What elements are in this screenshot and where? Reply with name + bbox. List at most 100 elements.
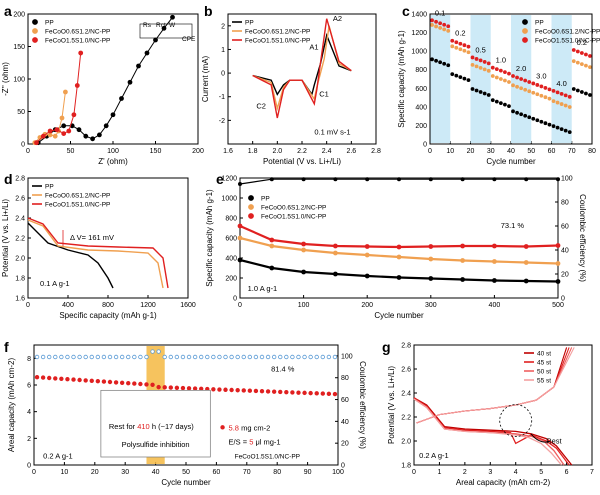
data-point — [575, 60, 580, 65]
data-point — [119, 380, 125, 385]
data-point — [65, 377, 70, 382]
y-tick-label: 1400 — [411, 12, 427, 19]
x-axis-label: Cycle number — [486, 157, 536, 166]
x-tick-label: 1600 — [180, 302, 196, 309]
x-tick-label: 70 — [568, 148, 576, 155]
ce-point — [396, 177, 401, 182]
y-axis-label: Areal capacity (mAh cm-2) — [7, 358, 16, 453]
data-point — [527, 89, 532, 94]
y-tick-label: 50 — [17, 109, 25, 116]
data-point — [584, 91, 588, 96]
data-point — [314, 391, 319, 396]
series-line — [413, 398, 562, 466]
ce-point — [205, 354, 210, 360]
ce-point — [314, 354, 319, 360]
data-point — [454, 45, 459, 50]
data-point — [511, 109, 515, 114]
ce-point — [332, 354, 338, 360]
y2-axis-label: Coulombic efficiency (%) — [578, 194, 587, 282]
data-point — [584, 63, 588, 68]
x-axis-label: Areal capacity (mAh cm-2) — [456, 478, 551, 487]
annotation: 1.0 A g-1 — [248, 284, 278, 293]
y-tick-label: 2 — [27, 436, 31, 443]
data-point — [531, 90, 536, 95]
x-tick-label: 0 — [238, 302, 242, 309]
data-point — [563, 93, 568, 98]
data-point — [192, 386, 198, 391]
legend-entry: FeCoO0.6S1.2/NC-PP — [245, 29, 310, 36]
y-tick-label: 1.6 — [15, 296, 25, 303]
circuit-label: Rs — [143, 22, 152, 29]
x-tick-label: 80 — [273, 469, 281, 476]
data-point — [460, 258, 466, 263]
y-tick-label: 200 — [13, 12, 25, 19]
data-point — [507, 71, 511, 76]
data-point — [90, 136, 95, 142]
data-point — [450, 44, 455, 49]
data-point — [161, 25, 167, 31]
data-point — [119, 96, 124, 101]
data-point — [462, 48, 467, 53]
data-point — [498, 77, 503, 81]
rate-label: 0.2 — [577, 38, 587, 47]
y-tick-label: 1000 — [411, 49, 427, 56]
data-point — [539, 93, 544, 98]
x-tick-label: 100 — [298, 302, 310, 309]
data-point — [127, 79, 133, 85]
data-point — [446, 24, 451, 29]
ce-point — [253, 354, 259, 360]
data-point — [430, 57, 434, 62]
data-point — [434, 58, 438, 63]
y-tick-label: 1200 — [411, 30, 427, 37]
x-tick-label: 2.0 — [272, 148, 282, 155]
x-tick-label: 1200 — [140, 302, 156, 309]
legend-entry: 55 st — [537, 378, 551, 385]
data-point — [460, 277, 466, 282]
data-point — [567, 94, 572, 99]
panel-e: e0 100 200 300 400 500020040060080010001200Cy… — [205, 171, 587, 320]
y-axis-label: Specific capacity (mAh g-1) — [205, 189, 214, 287]
ce-point — [556, 177, 561, 182]
ce-point — [428, 177, 433, 182]
ce-point — [223, 354, 228, 360]
data-point — [523, 113, 528, 118]
data-point — [271, 389, 277, 394]
y-tick-label: 1.8 — [15, 276, 25, 283]
y-tick-label: 1.8 — [401, 463, 411, 470]
ce-point — [237, 181, 242, 186]
data-point — [40, 375, 46, 380]
equivalent-circuit — [139, 23, 193, 39]
es-ratio: E/S = 5 μl mg-1 — [229, 437, 281, 446]
data-point — [563, 128, 568, 133]
ce-point — [301, 177, 306, 182]
legend-entry: FeCoO1.5S1.0/NC-PP — [261, 214, 326, 221]
legend-entry: PP — [45, 20, 54, 27]
y-tick-label: 150 — [13, 44, 25, 51]
legend-entry: 45 st — [537, 360, 551, 367]
data-point — [110, 112, 116, 118]
legend-entry: 50 st — [537, 369, 551, 376]
data-point — [332, 243, 338, 249]
y2-tick-label: 80 — [341, 375, 349, 382]
inset-box — [100, 389, 211, 458]
sulfur-loading-value: 5.8 — [229, 423, 239, 432]
data-point — [52, 133, 58, 139]
data-point — [290, 390, 295, 395]
data-point — [174, 385, 180, 391]
data-point — [308, 390, 313, 396]
y2-tick-label: 20 — [561, 272, 569, 279]
data-point — [555, 261, 561, 266]
data-point — [454, 73, 459, 78]
ce-point — [180, 354, 186, 360]
rate-band — [551, 15, 572, 143]
data-point — [547, 122, 552, 127]
data-point — [555, 90, 560, 95]
data-point — [466, 78, 471, 83]
x-tick-label: 5 — [539, 469, 543, 476]
legend-swatch — [32, 37, 38, 43]
y-tick-label: 2.2 — [15, 236, 25, 243]
annotation: 73.1 % — [501, 221, 525, 230]
data-point — [301, 269, 307, 275]
data-point — [53, 376, 58, 381]
x-tick-label: 50 — [182, 469, 190, 476]
